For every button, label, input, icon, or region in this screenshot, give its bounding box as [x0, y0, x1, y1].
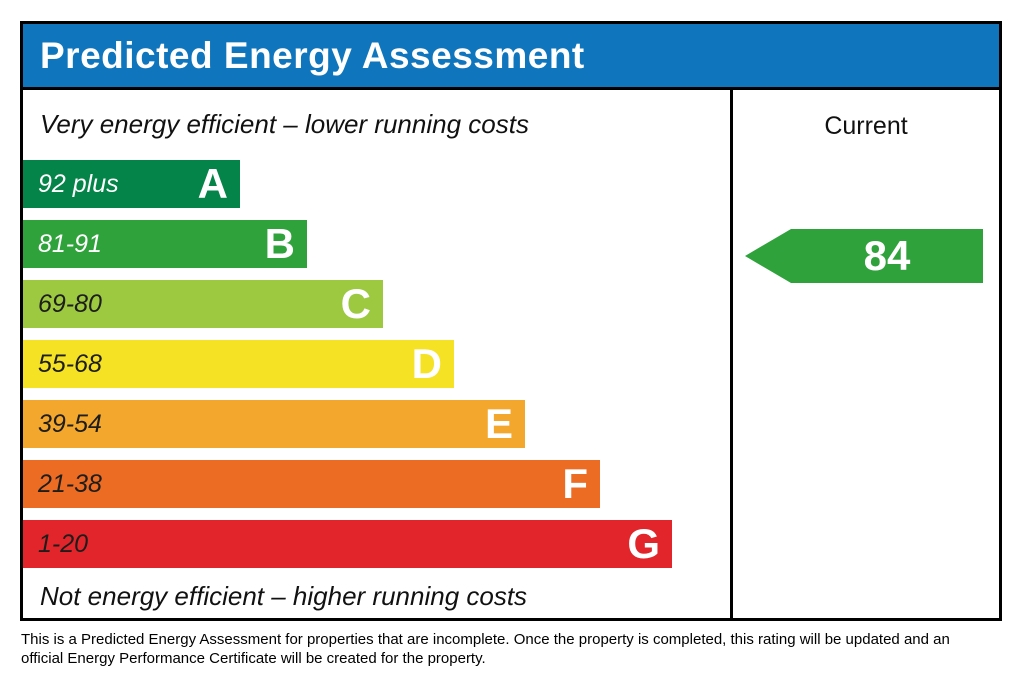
band-a: 92 plus A: [23, 160, 240, 208]
epc-chart: Predicted Energy Assessment Very energy …: [20, 21, 1002, 621]
footer-line-1: This is a Predicted Energy Assessment fo…: [21, 631, 950, 648]
band-e: 39-54 E: [23, 400, 525, 448]
band-letter: E: [484, 400, 513, 447]
band-d: 55-68 D: [23, 340, 454, 388]
footer-line-2: official Energy Performance Certificate …: [21, 650, 486, 667]
current-column: Current 84: [730, 90, 999, 618]
current-column-header: Current: [824, 112, 908, 140]
band-letter: F: [562, 460, 588, 507]
caption-not-efficient: Not energy efficient – higher running co…: [40, 581, 528, 611]
band-range-label: 55-68: [38, 349, 102, 378]
caption-very-efficient: Very energy efficient – lower running co…: [40, 109, 529, 139]
band-letter: C: [340, 280, 371, 327]
band-range-label: 92 plus: [38, 169, 119, 198]
band-f: 21-38 F: [23, 460, 600, 508]
current-rating-value: 84: [863, 232, 911, 279]
band-range-label: 1-20: [38, 529, 89, 558]
page-title: Predicted Energy Assessment: [40, 34, 585, 76]
band-letter: G: [627, 520, 660, 567]
band-c: 69-80 C: [23, 280, 383, 328]
band-letter: B: [264, 220, 295, 267]
arrow-left-tip-icon: [745, 229, 791, 283]
band-range-label: 81-91: [38, 229, 102, 258]
band-letter: D: [411, 340, 442, 387]
band-range-label: 21-38: [38, 469, 102, 498]
arrow-shaft: 84: [791, 229, 983, 283]
band-b: 81-91 B: [23, 220, 307, 268]
band-g: 1-20 G: [23, 520, 672, 568]
band-letter: A: [197, 160, 228, 207]
band-list: 92 plus A 81-91 B 69-80 C 55-68 D 39-54 E 21-38 F 1-…: [23, 160, 730, 568]
band-range-label: 39-54: [38, 409, 102, 438]
title-bar: Predicted Energy Assessment: [20, 21, 1002, 90]
chart-box: Very energy efficient – lower running co…: [20, 90, 1002, 621]
rating-scale: Very energy efficient – lower running co…: [23, 90, 730, 618]
footer-note: This is a Predicted Energy Assessment fo…: [21, 630, 950, 668]
current-rating-arrow: 84: [745, 229, 983, 283]
band-range-label: 69-80: [38, 289, 102, 318]
